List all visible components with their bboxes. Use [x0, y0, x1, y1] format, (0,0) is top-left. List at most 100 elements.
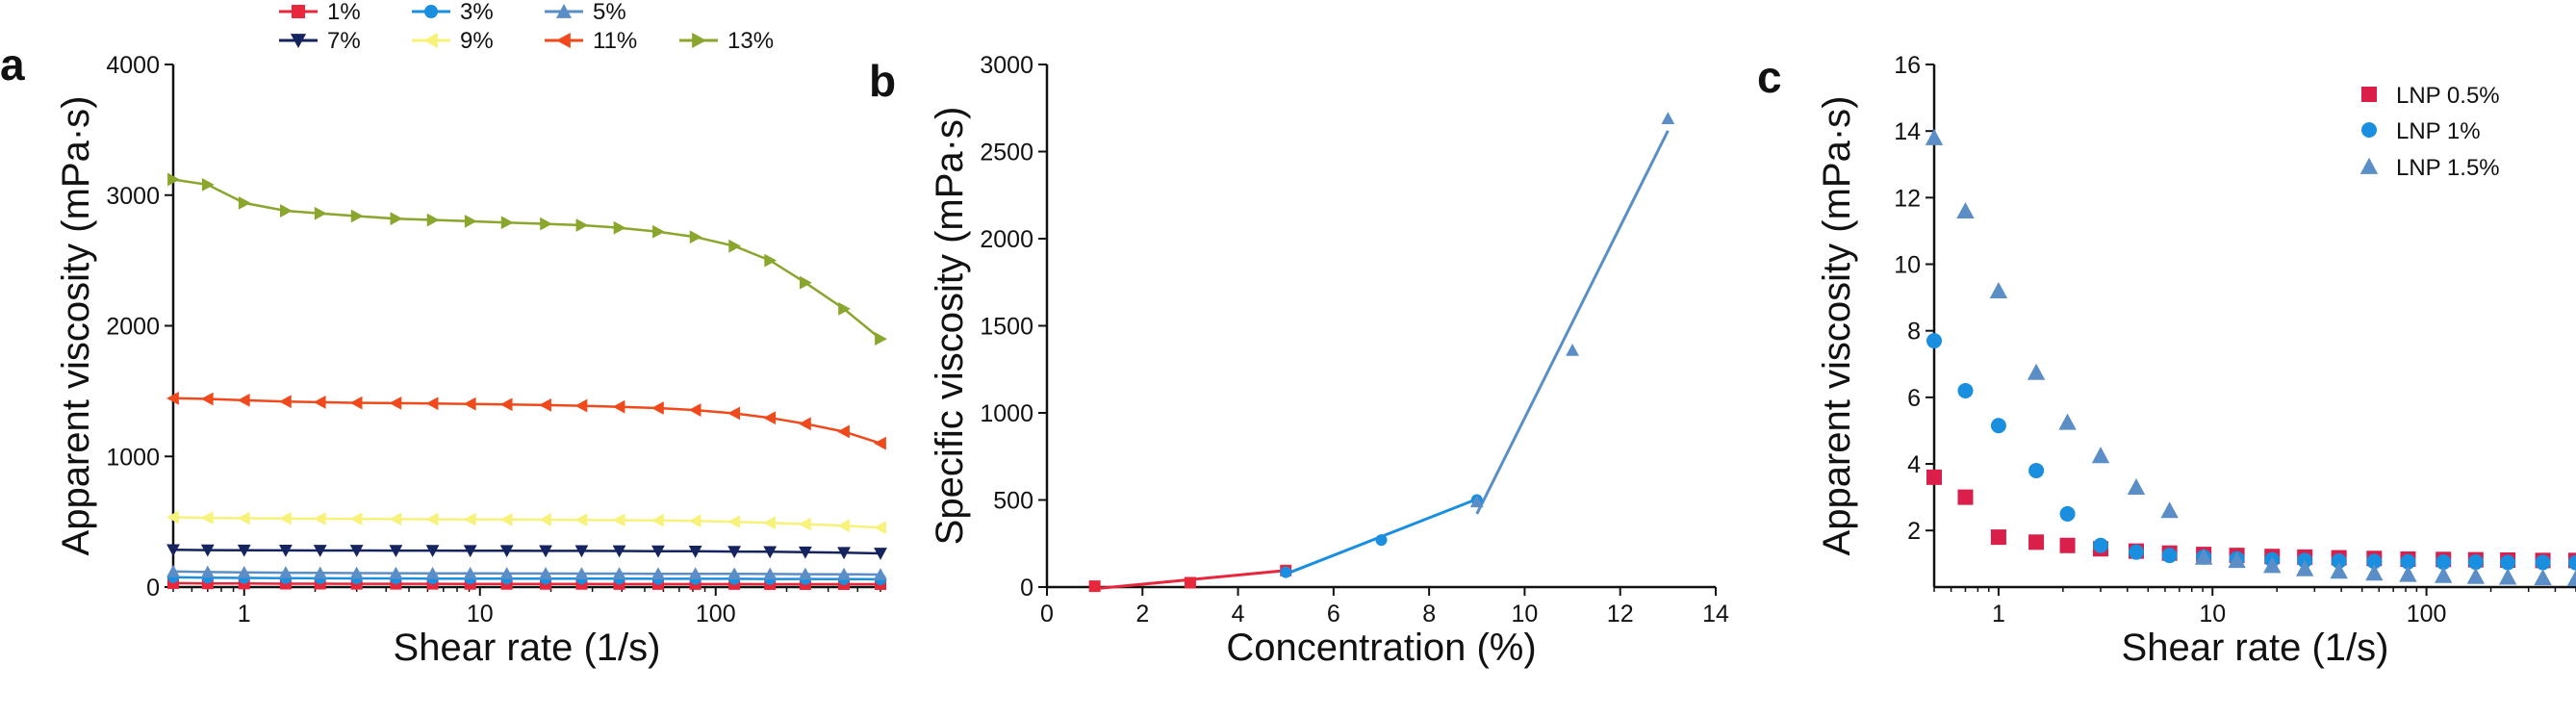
data-point: [463, 512, 476, 526]
data-point: [651, 567, 665, 580]
data-point: [2399, 565, 2417, 582]
data-point: [389, 512, 402, 526]
y-tick-label: 1000: [980, 400, 1033, 427]
data-point: [763, 411, 777, 425]
data-point: [2295, 559, 2314, 576]
data-point: [200, 565, 215, 578]
data-point: [727, 406, 741, 421]
data-point: [200, 511, 214, 525]
data-point: [2467, 554, 2484, 571]
data-point: [727, 567, 742, 580]
y-tick-label: 0: [1020, 575, 1033, 602]
x-axis-label: Concentration (%): [1226, 627, 1536, 669]
data-point: [2568, 554, 2576, 571]
data-point: [574, 513, 588, 527]
data-point: [1957, 489, 1974, 505]
data-point: [875, 332, 887, 346]
series-line-7%: [172, 549, 881, 555]
data-point: [349, 566, 364, 579]
data-point: [1926, 333, 1942, 349]
data-point: [389, 566, 403, 579]
data-point: [1469, 495, 1484, 508]
data-point: [166, 391, 179, 405]
data-point: [2194, 548, 2213, 565]
y-axis-label: Apparent viscosity (mPa·s): [1816, 96, 1858, 556]
data-point: [2127, 478, 2146, 496]
data-point: [727, 546, 742, 558]
data-point: [200, 544, 215, 557]
legend-marker: [292, 5, 305, 18]
data-point: [763, 516, 777, 530]
data-point: [2331, 553, 2347, 570]
data-point: [1925, 128, 1944, 145]
data-point: [2027, 363, 2046, 380]
y-tick-label: 1000: [106, 444, 160, 471]
data-point: [425, 512, 439, 526]
legend-label: 11%: [593, 28, 637, 54]
fit-line: [1475, 130, 1670, 515]
data-point: [278, 511, 292, 525]
x-tick-label: 1: [1992, 601, 2005, 627]
panel-label-a: a: [0, 39, 25, 90]
data-point: [689, 230, 702, 244]
data-point: [874, 436, 886, 450]
data-point: [651, 401, 664, 415]
x-tick-label: 100: [696, 601, 736, 627]
data-point: [540, 217, 552, 231]
x-axis-label: Shear rate (1/s): [394, 627, 661, 669]
y-tick-label: 2: [1907, 518, 1921, 545]
y-tick-label: 10: [1894, 252, 1921, 279]
data-point: [425, 566, 440, 579]
data-point: [201, 177, 215, 192]
panel-label-c: c: [1757, 52, 1782, 102]
data-point: [613, 220, 626, 235]
data-point: [2535, 554, 2551, 571]
data-point: [2498, 568, 2517, 585]
data-point: [166, 544, 180, 557]
data-point: [463, 397, 476, 411]
data-point: [2366, 553, 2383, 570]
data-point: [1088, 580, 1101, 593]
x-tick-label: 1: [238, 601, 251, 627]
legend-marker: [692, 32, 707, 49]
y-tick-label: 4000: [106, 52, 160, 79]
legend-label: 3%: [460, 0, 494, 25]
x-tick-label: 10: [467, 601, 494, 627]
legend-marker: [290, 34, 307, 49]
data-point: [499, 566, 514, 579]
data-point: [350, 209, 364, 223]
legend-marker: [555, 32, 571, 49]
data-point: [237, 544, 251, 557]
series-line-11%: [172, 397, 881, 445]
legend-label: 7%: [327, 28, 361, 54]
legend-label: LNP 0.5%: [2396, 83, 2500, 109]
data-point: [349, 545, 364, 557]
x-tick-label: 12: [1607, 601, 1634, 627]
data-point: [349, 396, 363, 410]
y-tick-label: 12: [1894, 185, 1921, 212]
data-point: [651, 545, 665, 558]
data-point: [2566, 569, 2576, 586]
y-axis-label: Apparent viscosity (mPa·s): [55, 96, 97, 556]
data-point: [2436, 554, 2452, 571]
data-point: [2058, 413, 2077, 430]
data-point: [2028, 534, 2045, 551]
legend-label: LNP 1%: [2396, 118, 2481, 144]
x-tick-label: 0: [1040, 601, 1054, 627]
data-point: [1661, 112, 1675, 124]
data-point: [799, 567, 812, 580]
data-point: [612, 545, 626, 558]
data-point: [1989, 281, 2008, 299]
data-point: [688, 567, 702, 580]
y-tick-label: 3000: [106, 183, 160, 210]
data-point: [688, 545, 702, 558]
data-point: [426, 213, 440, 227]
y-tick-label: 500: [993, 488, 1033, 515]
data-point: [237, 565, 251, 578]
data-point: [166, 564, 180, 577]
data-point: [575, 218, 589, 232]
data-point: [574, 398, 588, 413]
data-point: [278, 544, 293, 557]
data-point: [314, 206, 327, 220]
